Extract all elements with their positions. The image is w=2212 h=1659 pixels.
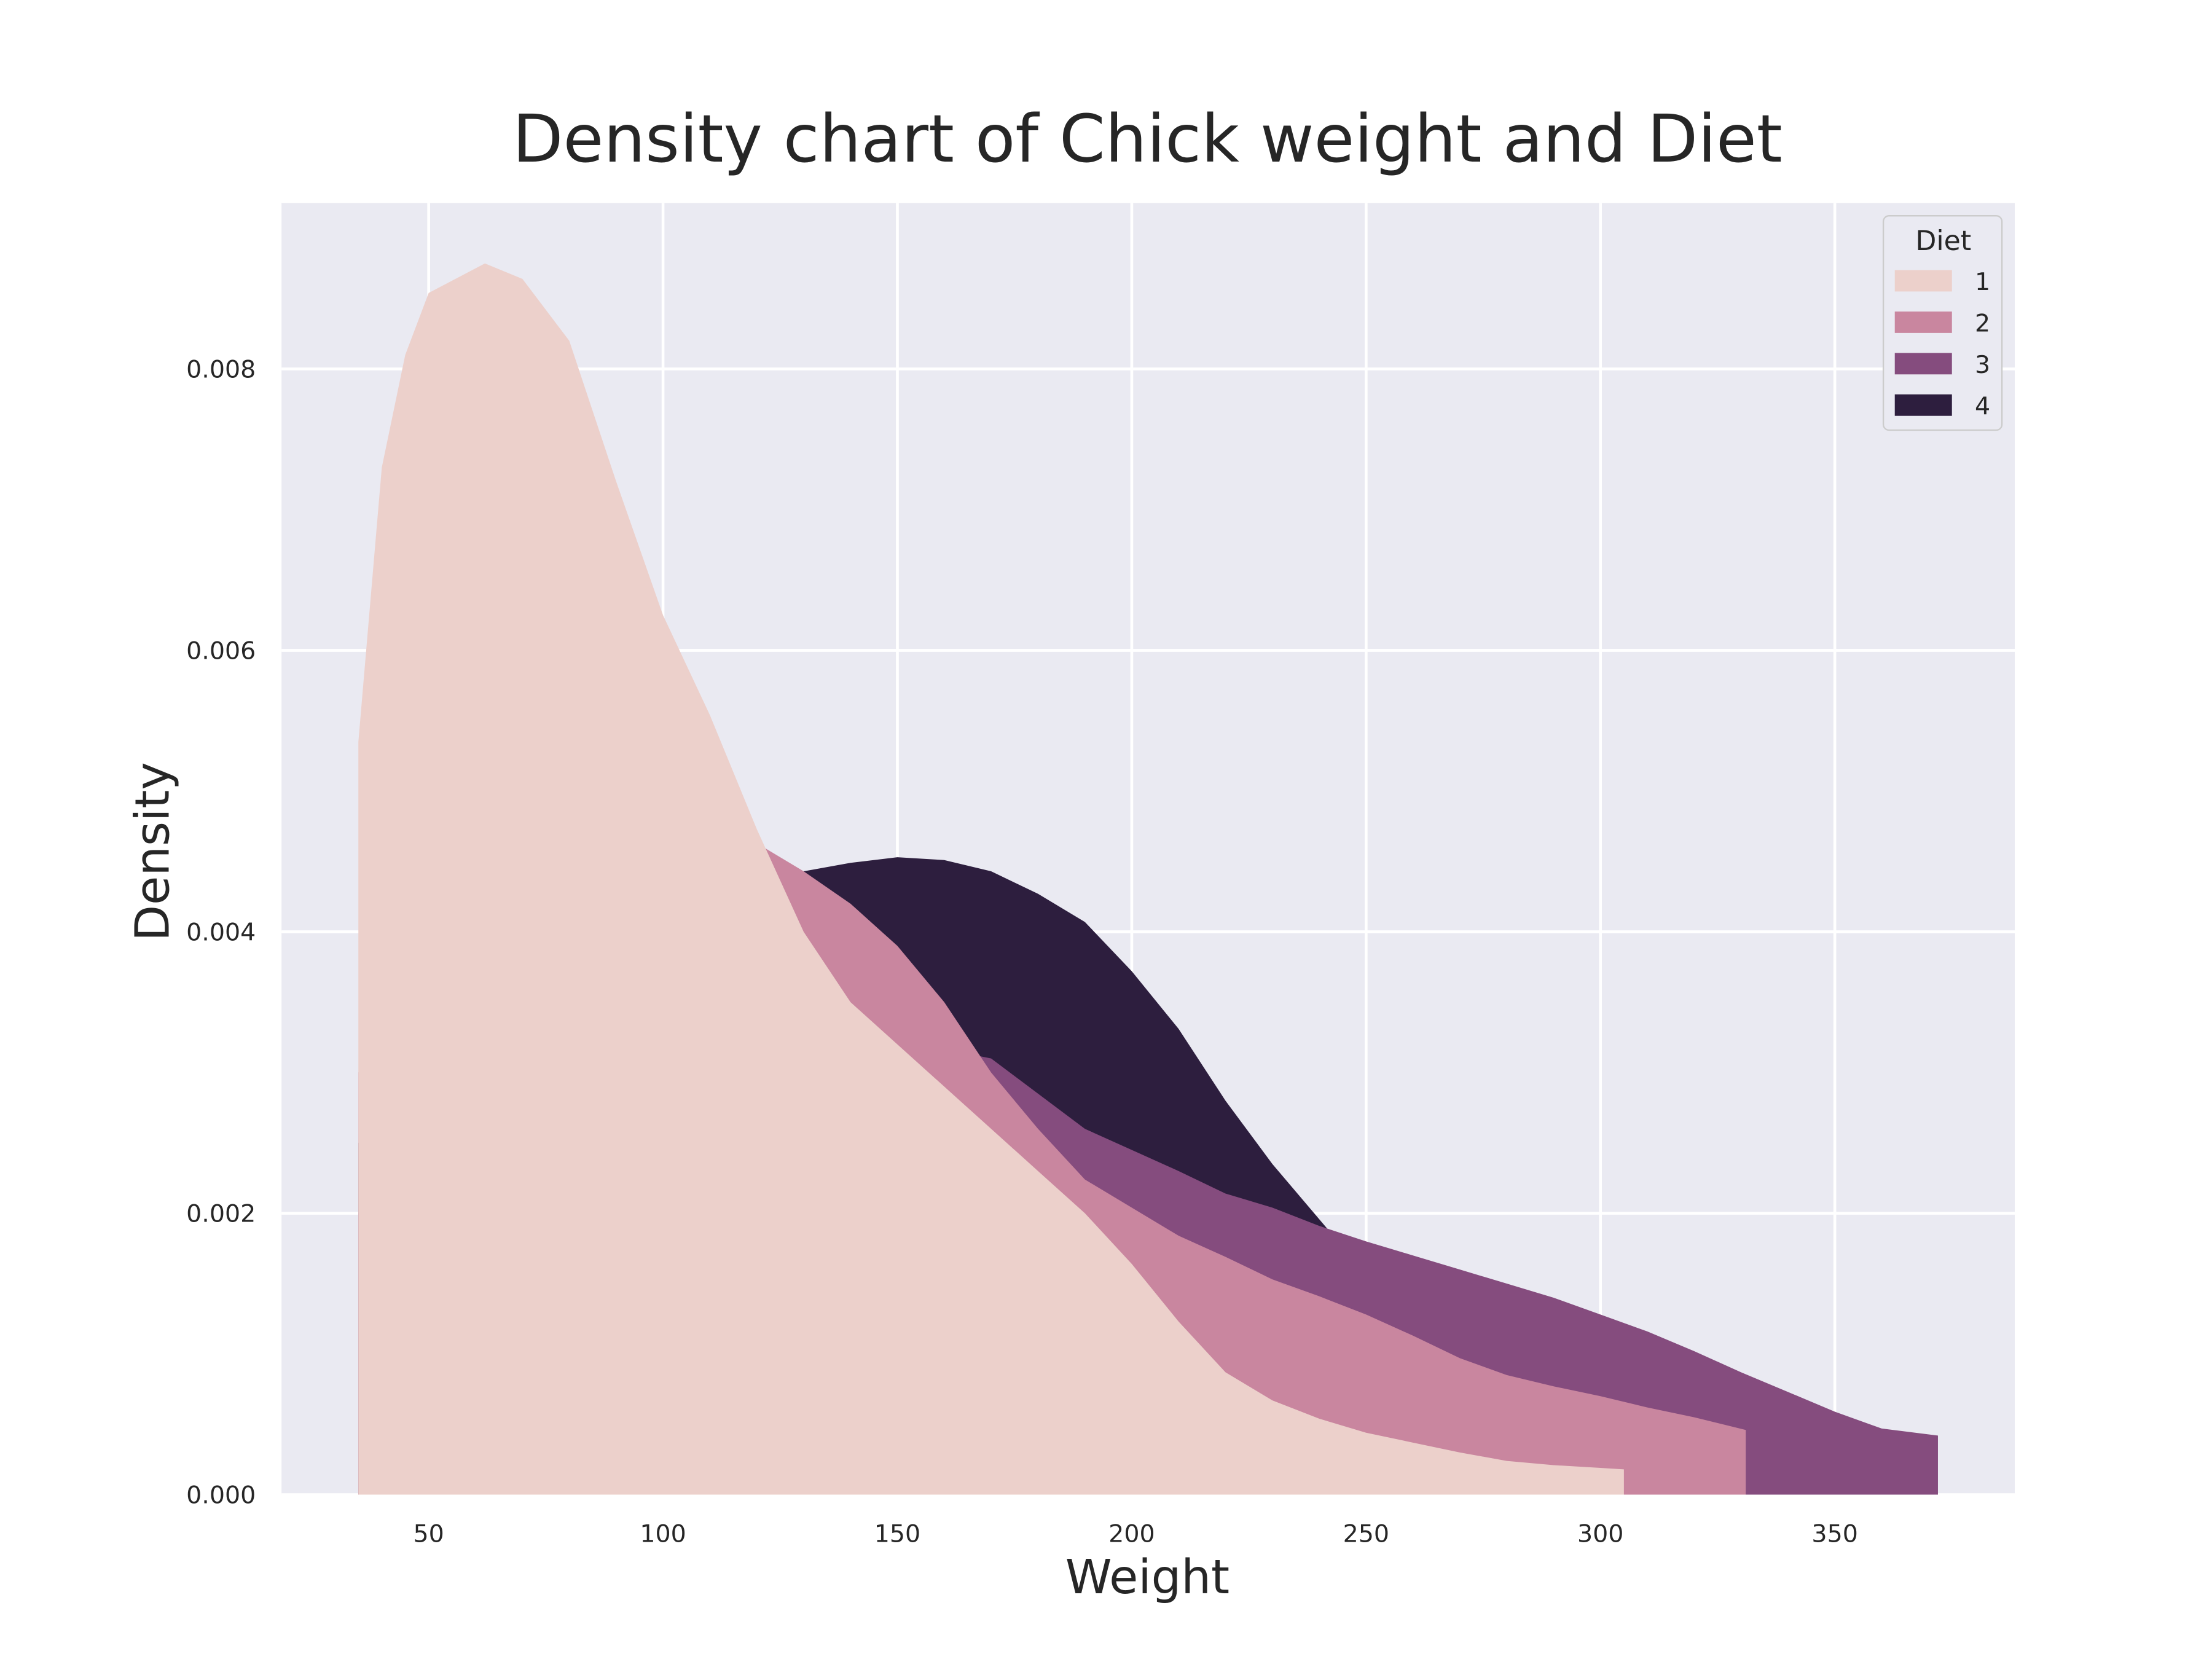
y-tick-label: 0.004 [186,918,256,946]
x-tick-label: 200 [1108,1520,1155,1548]
x-tick-label: 350 [1811,1520,1857,1548]
x-tick-label: 100 [640,1520,686,1548]
y-tick-label: 0.002 [186,1199,256,1228]
y-axis-label: Density [125,762,180,941]
legend-label: 1 [1975,268,1990,296]
chart-title: Density chart of Chick weight and Diet [512,101,1783,178]
legend-swatch [1894,353,1952,375]
legend-swatch [1894,311,1952,333]
legend: Diet 1 2 3 4 [1882,215,2003,431]
ticks: 50 100 150 200 250 300 350 0.000 0.002 0.004 0.006… [186,355,1858,1548]
x-tick-label: 300 [1577,1520,1623,1548]
x-tick-label: 250 [1343,1520,1389,1548]
y-tick-label: 0.006 [186,637,256,665]
areas [358,263,1938,1495]
legend-label: 3 [1975,351,1990,379]
legend-title: Diet [1915,226,1971,257]
legend-swatch [1894,270,1952,292]
x-axis-label: Weight [1065,1550,1230,1605]
x-tick-label: 150 [874,1520,920,1548]
legend-label: 2 [1975,310,1990,338]
y-tick-label: 0.000 [186,1481,256,1510]
x-tick-label: 50 [414,1520,444,1548]
legend-label: 4 [1975,392,1990,420]
legend-swatch [1894,394,1952,416]
density-area [358,263,1624,1495]
y-tick-label: 0.008 [186,355,256,383]
